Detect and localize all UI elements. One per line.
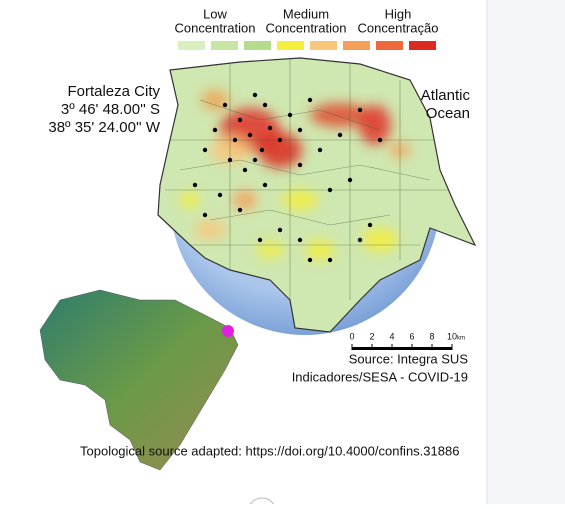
heat-spot	[282, 190, 318, 210]
heat-spot	[306, 240, 334, 260]
case-point	[377, 137, 383, 143]
case-point	[217, 192, 223, 198]
case-point	[337, 132, 343, 138]
case-point	[242, 167, 248, 173]
scale-tick-label: 10	[447, 331, 457, 341]
case-point	[347, 177, 353, 183]
case-point	[252, 92, 258, 98]
case-point	[277, 137, 283, 143]
legend-swatch	[178, 41, 205, 50]
location-marker	[222, 325, 234, 337]
longitude: 38º 35' 24.00'' W	[48, 119, 160, 136]
case-point	[247, 132, 253, 138]
case-point	[367, 222, 373, 228]
page-margin	[487, 0, 565, 504]
legend-swatch	[244, 41, 271, 50]
legend-swatch	[277, 41, 304, 50]
case-point	[232, 137, 238, 143]
legend-label: Concentration	[175, 20, 256, 35]
heat-spot	[362, 228, 398, 252]
scale-unit: km	[457, 336, 465, 342]
scale-bar-body	[352, 347, 452, 350]
case-point	[259, 147, 265, 153]
case-point	[297, 127, 303, 133]
legend-label: Medium	[283, 6, 329, 21]
case-point	[262, 102, 268, 108]
case-point	[357, 237, 363, 243]
legend-swatch	[409, 41, 436, 50]
legend-swatch	[376, 41, 403, 50]
case-point	[307, 97, 313, 103]
case-point	[227, 157, 233, 163]
heat-spot	[359, 105, 391, 145]
legend: LowConcentrationMediumConcentrationHighC…	[175, 6, 439, 50]
case-point	[202, 147, 208, 153]
heat-spot	[194, 220, 226, 240]
city-name: Fortaleza City	[67, 83, 160, 100]
case-point	[327, 187, 333, 193]
legend-label: High	[385, 6, 412, 21]
footer-credit: Topological source adapted: https://doi.…	[80, 443, 459, 458]
case-point	[277, 227, 283, 233]
source-line: Source: Integra SUS	[349, 351, 469, 366]
case-point	[297, 237, 303, 243]
case-points	[192, 92, 383, 263]
case-point	[287, 112, 293, 118]
case-point	[202, 212, 208, 218]
heat-spot	[233, 190, 257, 210]
heat-spot	[258, 132, 302, 168]
ocean-label: Ocean	[426, 105, 470, 122]
legend-swatch	[343, 41, 370, 50]
scale-tick-label: 2	[369, 331, 374, 341]
scale-tick-label: 8	[429, 331, 434, 341]
city-boundary	[157, 57, 477, 333]
case-point	[307, 257, 313, 263]
legend-label: Concentração	[358, 20, 439, 35]
case-point	[327, 257, 333, 263]
heat-spot	[310, 103, 370, 127]
case-point	[237, 207, 243, 213]
case-point	[262, 182, 268, 188]
case-point	[212, 127, 218, 133]
case-point	[257, 237, 263, 243]
scale-tick-label: 6	[409, 331, 414, 341]
legend-label: Low	[203, 6, 227, 21]
case-point	[237, 117, 243, 123]
case-point	[317, 147, 323, 153]
scale-tick-label: 0	[349, 331, 354, 341]
heat-spot	[256, 242, 284, 258]
scale-tick-label: 4	[389, 331, 394, 341]
case-point	[222, 102, 228, 108]
heat-spot	[201, 90, 229, 110]
case-point	[357, 107, 363, 113]
case-point	[267, 125, 273, 131]
latitude: 3º 46' 48.00'' S	[61, 101, 160, 118]
case-point	[252, 157, 258, 163]
legend-label: Concentration	[266, 20, 347, 35]
brazil-relief	[39, 289, 239, 471]
ocean-label: Atlantic	[421, 87, 471, 104]
page-control	[247, 497, 277, 509]
scale-bar: 0 2 4 6 8 10 km	[349, 331, 465, 350]
source-line: Indicadores/SESA - COVID-19	[292, 369, 468, 384]
legend-swatch	[310, 41, 337, 50]
case-point	[297, 162, 303, 168]
legend-swatch	[211, 41, 238, 50]
case-point	[192, 182, 198, 188]
heat-spot	[180, 192, 200, 208]
